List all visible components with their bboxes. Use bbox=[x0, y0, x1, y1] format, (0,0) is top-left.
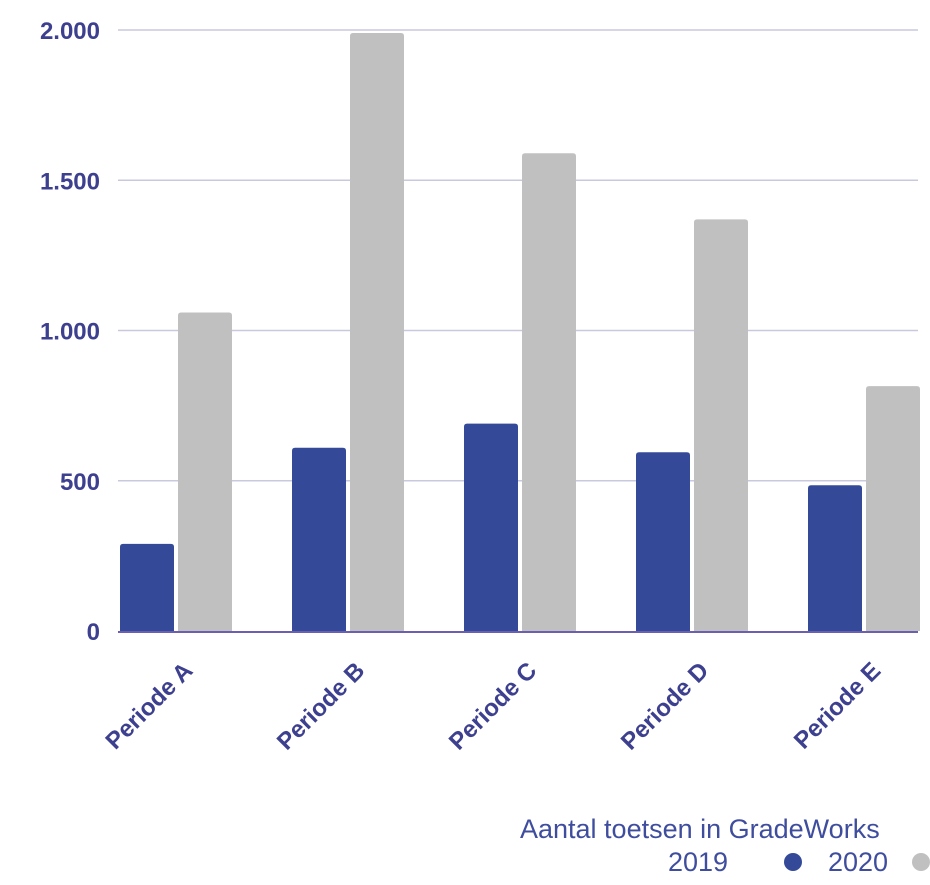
axes: 0 500 1.000 1.500 2.000 Periode A Periode B Per… bbox=[40, 18, 918, 755]
bar-2019-periode-e bbox=[808, 485, 862, 631]
legend-label-2020: 2020 bbox=[828, 847, 888, 877]
y-tick-label: 1.500 bbox=[40, 168, 100, 195]
bar-2019-periode-b bbox=[292, 447, 346, 631]
x-tick-label: Periode A bbox=[101, 657, 199, 755]
legend-title: Aantal toetsen in GradeWorks bbox=[520, 814, 880, 844]
x-tick-label: Periode C bbox=[444, 657, 542, 755]
legend-swatch-2019 bbox=[784, 853, 802, 871]
bar-2020-periode-d bbox=[694, 219, 748, 631]
y-tick-label: 2.000 bbox=[40, 18, 100, 45]
bar-2020-periode-e bbox=[866, 386, 920, 631]
x-tick-label: Periode B bbox=[272, 657, 370, 755]
bar-2019-periode-a bbox=[120, 543, 174, 631]
x-tick-label: Periode E bbox=[789, 657, 886, 754]
bar-2020-periode-a bbox=[178, 312, 232, 631]
bar-2019-periode-d bbox=[636, 452, 690, 631]
bars bbox=[120, 33, 920, 631]
bar-2020-periode-b bbox=[350, 33, 404, 631]
legend-swatch-2020 bbox=[912, 853, 930, 871]
legend-label-2019: 2019 bbox=[668, 847, 728, 877]
x-tick-label: Periode D bbox=[616, 657, 714, 755]
y-tick-label: 500 bbox=[60, 469, 100, 496]
bar-2019-periode-c bbox=[464, 423, 518, 631]
grid-lines bbox=[118, 29, 918, 482]
y-tick-label: 0 bbox=[87, 619, 100, 646]
bar-2020-periode-c bbox=[522, 153, 576, 631]
y-tick-label: 1.000 bbox=[40, 319, 100, 346]
